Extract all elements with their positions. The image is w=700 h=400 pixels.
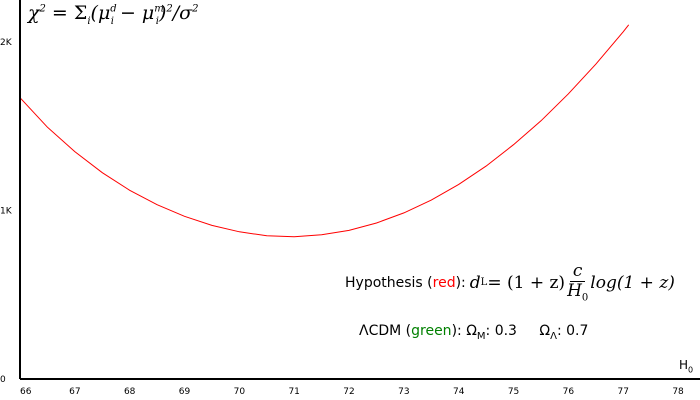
x-tick-label: 69 (179, 387, 191, 397)
x-tick-label: 77 (617, 387, 628, 397)
x-tick-labels: 66 67 68 69 70 71 72 73 74 75 76 77 78 (20, 387, 684, 397)
x-axis-label: H0 (679, 358, 694, 375)
x-tick-label: 75 (508, 387, 519, 397)
y-tick-label: 1K (0, 207, 13, 217)
x-tick-label: 71 (288, 387, 299, 397)
x-tick-label: 72 (343, 387, 354, 397)
x-tick-label: 70 (234, 387, 246, 397)
hypothesis-chi2-curve (19, 24, 630, 238)
y-tick-label: 2K (0, 38, 13, 48)
x-tick-label: 66 (20, 387, 32, 397)
x-tick-label: 78 (672, 387, 684, 397)
x-tick-label: 73 (398, 387, 409, 397)
x-tick-label: 76 (563, 387, 575, 397)
legend-lcdm: ΛCDM (green): ΩM: 0.3 ΩΛ: 0.7 (359, 323, 589, 342)
y-axis-label: χ2 = Σi(μdi − μmi)2/σ2 (28, 2, 199, 27)
y-tick-labels: 0 1K 2K (0, 38, 13, 385)
y-tick-label: 0 (0, 375, 6, 385)
x-tick-label: 74 (453, 387, 465, 397)
legend-green-word: green (411, 323, 452, 339)
legend-red-word: red (432, 274, 456, 291)
x-tick-label: 68 (124, 387, 136, 397)
x-tick-label: 67 (69, 387, 80, 397)
